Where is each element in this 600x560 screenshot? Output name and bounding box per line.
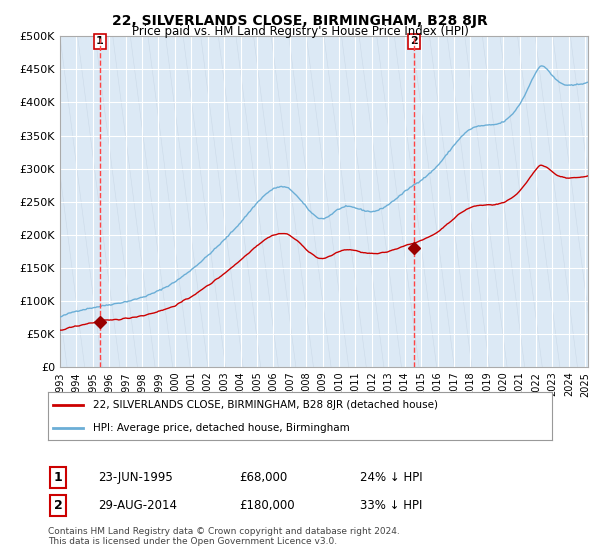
- Text: 1: 1: [54, 471, 62, 484]
- Text: 23-JUN-1995: 23-JUN-1995: [98, 471, 173, 484]
- Text: Contains HM Land Registry data © Crown copyright and database right 2024.
This d: Contains HM Land Registry data © Crown c…: [48, 526, 400, 546]
- Text: 22, SILVERLANDS CLOSE, BIRMINGHAM, B28 8JR (detached house): 22, SILVERLANDS CLOSE, BIRMINGHAM, B28 8…: [94, 400, 439, 410]
- Text: 1: 1: [96, 36, 103, 46]
- Text: 2: 2: [410, 36, 418, 46]
- Text: 29-AUG-2014: 29-AUG-2014: [98, 499, 178, 512]
- Text: Price paid vs. HM Land Registry's House Price Index (HPI): Price paid vs. HM Land Registry's House …: [131, 25, 469, 38]
- Text: 22, SILVERLANDS CLOSE, BIRMINGHAM, B28 8JR: 22, SILVERLANDS CLOSE, BIRMINGHAM, B28 8…: [112, 14, 488, 28]
- Text: £68,000: £68,000: [239, 471, 288, 484]
- Text: 24% ↓ HPI: 24% ↓ HPI: [361, 471, 423, 484]
- Text: £180,000: £180,000: [239, 499, 295, 512]
- Text: 2: 2: [54, 499, 62, 512]
- Text: HPI: Average price, detached house, Birmingham: HPI: Average price, detached house, Birm…: [94, 423, 350, 433]
- Text: 33% ↓ HPI: 33% ↓ HPI: [361, 499, 423, 512]
- FancyBboxPatch shape: [60, 36, 588, 367]
